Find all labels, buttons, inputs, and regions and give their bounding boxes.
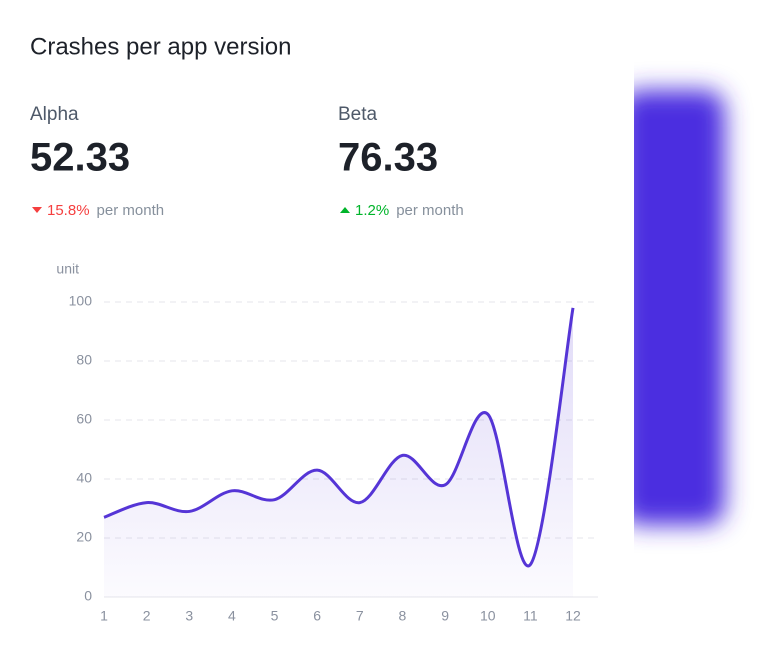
stat-period: per month: [97, 202, 165, 219]
y-tick-label: 40: [76, 470, 92, 486]
trend-arrow: [32, 207, 42, 213]
stats: Alpha 52.33 15.8% per month Beta 76.33 1.2% per…: [30, 104, 464, 219]
x-tick-label: 2: [143, 608, 151, 624]
y-tick-label: 100: [69, 293, 93, 309]
stat-value: 52.33: [30, 136, 130, 180]
y-tick-label: 60: [76, 411, 92, 427]
stat-label: Alpha: [30, 104, 79, 125]
x-tick-label: 5: [271, 608, 279, 624]
y-axis-label: unit: [56, 261, 79, 277]
x-tick-label: 1: [100, 608, 108, 624]
area: [104, 307, 573, 597]
trend-arrow: [340, 207, 350, 213]
y-tick-label: 0: [84, 588, 92, 604]
card-title: Crashes per app version: [30, 33, 291, 60]
blurred-panel: [634, 90, 725, 525]
y-tick-label: 80: [76, 352, 92, 368]
stat-change: 15.8%: [47, 202, 90, 219]
line: [103, 307, 575, 568]
x-tick-label: 7: [356, 608, 364, 624]
x-tick-label: 9: [441, 608, 449, 624]
x-tick-label: 10: [480, 608, 496, 624]
y-tick-label: 20: [76, 529, 92, 545]
stat-label: Beta: [338, 104, 378, 125]
x-tick-label: 12: [565, 608, 581, 624]
x-tick-label: 4: [228, 608, 236, 624]
panel-shape: [634, 90, 725, 525]
x-tick-label: 3: [185, 608, 193, 624]
x-tick-label: 8: [399, 608, 407, 624]
stat-change: 1.2%: [355, 202, 389, 219]
stat-period: per month: [396, 202, 464, 219]
x-tick-label: 6: [313, 608, 321, 624]
x-tick-label: 11: [523, 608, 538, 624]
stat-value: 76.33: [338, 136, 438, 180]
